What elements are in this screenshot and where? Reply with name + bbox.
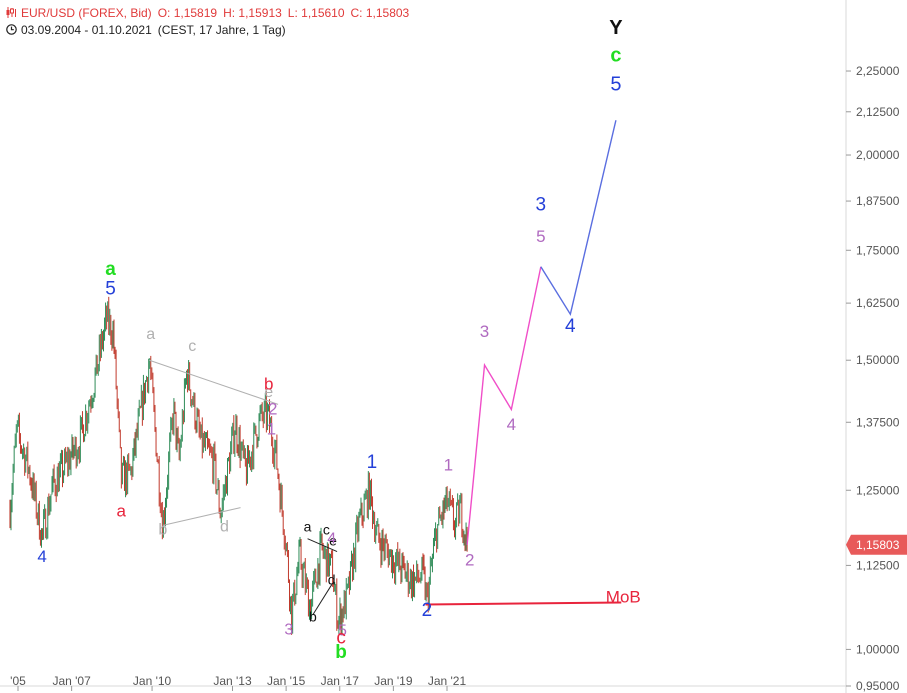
- wave-label: a: [105, 259, 116, 280]
- wave-label: 2: [422, 600, 433, 621]
- chart-header-range: 03.09.2004 - 01.10.2021 (CEST, 17 Jahre, …: [6, 23, 292, 37]
- wave-label: 3: [536, 195, 547, 216]
- symbol-label: EUR/USD (FOREX, Bid): [21, 6, 152, 20]
- clock-icon: [6, 24, 17, 35]
- y-tick-label: 1,00000: [856, 642, 900, 656]
- last-price-tag: [846, 534, 907, 555]
- wave-label: c: [323, 521, 330, 537]
- wave-label: e: [329, 532, 337, 548]
- wave-label: c: [610, 45, 621, 67]
- wave-label: 2: [268, 400, 277, 419]
- wave-label: e: [264, 384, 273, 401]
- wave-label: 5: [536, 227, 545, 246]
- projection-blue: [540, 120, 617, 316]
- wave-label: 4: [327, 531, 336, 548]
- x-tick-label: Jan '21: [428, 674, 467, 688]
- wave-label: 2: [465, 550, 474, 569]
- wave-label: b: [335, 642, 347, 663]
- wave-label: b: [264, 374, 273, 393]
- candlestick-icon: [6, 7, 16, 18]
- wave-label: 5: [610, 73, 621, 95]
- y-tick-label: 1,87500: [856, 194, 900, 208]
- wave-overlay: MoB: [149, 120, 641, 615]
- y-tick-label: 1,12500: [856, 558, 900, 572]
- pattern-line: [307, 538, 338, 553]
- date-range: 03.09.2004 - 01.10.2021: [21, 23, 152, 37]
- y-tick-label: 1,50000: [856, 353, 900, 367]
- x-tick-label: Jan '17: [321, 674, 360, 688]
- pattern-line: [162, 507, 241, 526]
- chart-header-quote: EUR/USD (FOREX, Bid) O: 1,15819 H: 1,15913…: [6, 6, 415, 20]
- y-tick-label: 0,95000: [856, 679, 900, 693]
- wave-label: a: [304, 518, 312, 534]
- wave-label: a: [146, 326, 155, 343]
- y-tick-label: 1,75000: [856, 243, 900, 257]
- open-value: O: 1,15819: [157, 6, 218, 20]
- y-tick-label: 2,12500: [856, 105, 900, 119]
- mob-label: MoB: [606, 587, 641, 606]
- wave-label: 4: [37, 547, 46, 566]
- x-tick-label: Jan '19: [374, 674, 413, 688]
- projection-pink: [466, 266, 542, 545]
- y-tick-label: 2,00000: [856, 148, 900, 162]
- x-tick-label: Jan '13: [213, 674, 252, 688]
- y-tick-label: 1,62500: [856, 296, 900, 310]
- mob-line: [425, 601, 622, 606]
- y-tick-label: 1,25000: [856, 483, 900, 497]
- wave-label: 1: [267, 419, 276, 438]
- wave-label: b: [309, 608, 317, 624]
- wave-label: b: [158, 521, 167, 538]
- pattern-line: [149, 359, 279, 405]
- wave-label: c: [336, 628, 346, 649]
- x-tick-label: Jan '15: [267, 674, 306, 688]
- last-price-value: 1,15803: [856, 538, 900, 552]
- wave-label: Y: [609, 17, 623, 39]
- x-tick-label: Jan '07: [52, 674, 91, 688]
- wave-label: 1: [367, 452, 378, 473]
- wave-label: 4: [507, 415, 516, 434]
- x-tick-label: Jan '10: [133, 674, 172, 688]
- wave-label: 5: [338, 622, 347, 639]
- price-series: [9, 296, 468, 636]
- wave-label: a: [116, 501, 126, 520]
- y-tick-label: 2,25000: [856, 64, 900, 78]
- pattern-line: [312, 584, 333, 615]
- high-value: H: 1,15913: [223, 6, 282, 20]
- wave-label: c: [188, 338, 196, 355]
- wave-label: 3: [480, 322, 489, 341]
- wave-label: 3: [284, 622, 293, 639]
- wave-label: d: [220, 518, 229, 535]
- wave-label: 4: [565, 316, 576, 337]
- wave-label: 5: [105, 278, 116, 299]
- wave-label: 1: [444, 456, 453, 475]
- close-value: C: 1,15803: [350, 6, 410, 20]
- wave-label: d: [328, 572, 336, 588]
- timeframe-info: (CEST, 17 Jahre, 1 Tag): [157, 23, 286, 37]
- low-value: L: 1,15610: [287, 6, 345, 20]
- y-tick-label: 1,37500: [856, 415, 900, 429]
- x-tick-label: '05: [10, 674, 26, 688]
